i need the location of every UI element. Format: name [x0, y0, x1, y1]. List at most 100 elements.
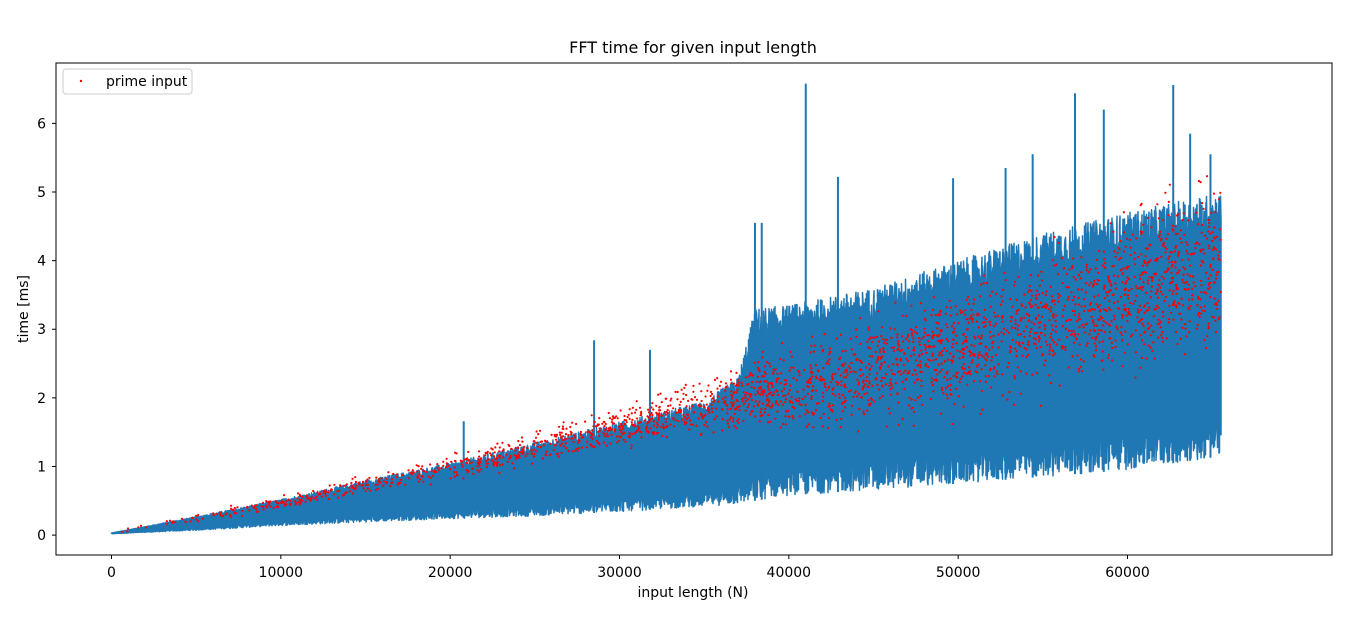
prime-input-point: [889, 393, 893, 396]
prime-input-point: [1045, 303, 1048, 306]
prime-input-point: [897, 347, 900, 350]
prime-input-point: [1129, 253, 1132, 257]
prime-input-point: [863, 393, 866, 396]
prime-input-point: [378, 477, 381, 481]
prime-input-point: [476, 461, 479, 464]
prime-input-point: [898, 344, 901, 347]
prime-input-point: [958, 357, 961, 360]
prime-input-point: [838, 396, 841, 399]
prime-input-point: [692, 384, 695, 387]
prime-input-point: [870, 365, 873, 368]
prime-input-point: [765, 404, 768, 407]
prime-input-point: [1050, 310, 1053, 313]
prime-input-point: [532, 443, 536, 446]
prime-input-point: [1208, 247, 1211, 250]
prime-input-point: [1141, 285, 1145, 289]
prime-input-point: [429, 476, 432, 479]
prime-input-point: [1183, 233, 1186, 236]
prime-input-point: [1142, 270, 1146, 274]
prime-input-point: [313, 497, 316, 500]
prime-input-point: [549, 442, 552, 445]
prime-input-point: [901, 335, 904, 338]
prime-input-point: [1116, 328, 1119, 331]
prime-input-point: [567, 450, 570, 453]
prime-input-point: [831, 373, 835, 376]
prime-input-point: [1116, 300, 1119, 303]
prime-input-point: [1070, 266, 1074, 270]
prime-input-point: [1078, 326, 1081, 329]
prime-input-point: [749, 373, 752, 377]
prime-input-point: [520, 451, 523, 454]
prime-input-point: [655, 404, 658, 407]
prime-input-point: [1006, 398, 1009, 401]
prime-input-point: [682, 392, 685, 395]
prime-input-point: [908, 396, 911, 399]
prime-input-point: [562, 427, 565, 430]
prime-input-point: [1020, 304, 1024, 307]
prime-input-point: [935, 368, 938, 372]
prime-input-point: [829, 408, 832, 411]
prime-input-point: [711, 397, 715, 400]
prime-input-point: [341, 494, 344, 497]
prime-input-point: [972, 380, 976, 383]
prime-input-point: [1093, 355, 1096, 358]
prime-input-point: [465, 468, 468, 472]
prime-input-point: [911, 334, 914, 337]
prime-input-point: [1102, 250, 1105, 253]
prime-input-point: [751, 380, 754, 384]
prime-input-point: [742, 391, 746, 394]
prime-input-point: [1197, 295, 1200, 299]
prime-input-point: [396, 473, 399, 476]
prime-input-point: [994, 315, 997, 318]
prime-input-point: [741, 384, 744, 387]
prime-input-point: [1060, 256, 1063, 260]
prime-input-point: [908, 369, 911, 372]
prime-input-point: [358, 483, 361, 486]
prime-input-point: [1219, 191, 1222, 194]
prime-input-point: [762, 389, 765, 392]
prime-input-point: [225, 512, 229, 515]
prime-input-point: [857, 383, 860, 386]
prime-input-point: [1203, 291, 1206, 294]
prime-input-point: [1139, 204, 1142, 207]
prime-input-point: [1160, 255, 1163, 258]
prime-input-point: [450, 460, 453, 463]
prime-input-point: [558, 431, 562, 434]
prime-input-point: [1173, 250, 1176, 253]
prime-input-point: [287, 498, 290, 501]
prime-input-point: [1161, 282, 1164, 285]
prime-input-point: [1168, 255, 1171, 258]
prime-input-point: [832, 404, 835, 407]
prime-input-point: [1039, 301, 1042, 304]
prime-input-point: [538, 429, 542, 432]
prime-input-point: [977, 335, 980, 338]
prime-input-point: [389, 485, 392, 488]
prime-input-point: [971, 317, 974, 321]
prime-input-point: [981, 408, 984, 411]
prime-input-point: [1203, 305, 1206, 308]
prime-input-point: [1185, 335, 1188, 338]
prime-input-point: [621, 425, 624, 428]
prime-input-point: [1127, 312, 1130, 315]
prime-input-point: [297, 501, 300, 504]
prime-input-point: [728, 418, 731, 421]
prime-input-point: [938, 354, 941, 357]
prime-input-point: [869, 402, 872, 405]
prime-input-point: [997, 333, 1000, 336]
prime-input-point: [353, 487, 356, 490]
prime-input-point: [1153, 308, 1156, 311]
prime-input-point: [800, 403, 803, 407]
prime-input-point: [1024, 306, 1027, 309]
prime-input-point: [1219, 238, 1222, 241]
prime-input-point: [950, 361, 954, 364]
prime-input-point: [581, 435, 585, 439]
prime-input-point: [785, 382, 788, 385]
prime-input-point: [468, 462, 471, 465]
prime-input-point: [1103, 297, 1106, 300]
prime-input-point: [1138, 304, 1141, 307]
prime-input-point: [1143, 259, 1146, 262]
prime-input-point: [1086, 322, 1089, 325]
y-tick-label: 5: [37, 185, 46, 201]
prime-input-point: [126, 530, 129, 533]
prime-input-point: [422, 480, 425, 483]
